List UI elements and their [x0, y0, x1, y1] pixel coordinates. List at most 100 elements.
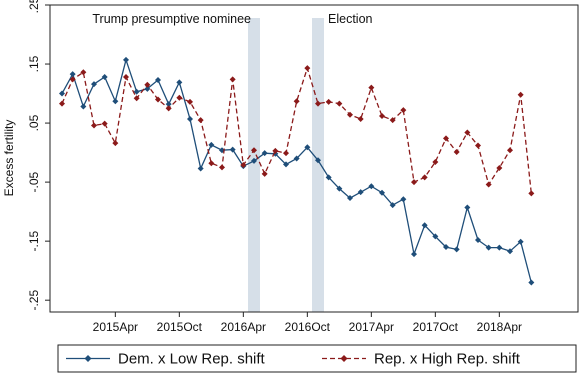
legend-label-2: Rep. x High Rep. shift	[374, 351, 521, 368]
series-point	[347, 195, 353, 202]
series-point	[261, 170, 268, 177]
series-point	[517, 238, 524, 245]
x-axis: 2015Apr 2015Oct 2016Apr 2016Oct 2017Apr 2017O…	[93, 312, 522, 334]
series-point	[197, 165, 204, 172]
series-point	[229, 76, 236, 83]
series-point	[91, 122, 97, 129]
y-tick-label: -.15	[27, 230, 41, 251]
series-point	[528, 279, 535, 286]
series-point	[336, 100, 343, 107]
series-point	[293, 98, 300, 105]
x-tick-label: 2016Oct	[285, 320, 331, 334]
y-tick-label: .25	[27, 0, 41, 13]
series-point	[155, 96, 161, 103]
series-point	[464, 129, 471, 136]
series-point	[528, 190, 535, 197]
series-point	[112, 140, 119, 147]
series-point	[304, 65, 311, 72]
y-tick-label: -.05	[27, 171, 41, 192]
series-point	[80, 103, 87, 110]
series-point	[517, 91, 524, 98]
series-layer	[59, 56, 535, 286]
series-point	[357, 115, 364, 122]
series-point	[507, 248, 513, 255]
series-point	[165, 105, 172, 112]
series-point	[123, 74, 129, 81]
series-point	[368, 84, 375, 91]
series-point	[293, 155, 300, 162]
series-line-2	[61, 66, 532, 194]
y-tick-label: .05	[27, 114, 41, 131]
series-point	[283, 161, 289, 168]
x-tick-label: 2017Oct	[413, 320, 459, 334]
series-point	[400, 107, 407, 114]
series-point	[59, 90, 65, 97]
series-point	[325, 98, 332, 105]
series-point	[176, 79, 183, 86]
series-point	[432, 159, 439, 166]
y-axis-title: Excess fertility	[2, 120, 16, 197]
series-point	[229, 146, 236, 153]
series-point	[80, 69, 87, 76]
series-point	[453, 149, 460, 156]
series-point	[389, 117, 396, 124]
series-point	[421, 222, 428, 229]
series-point	[208, 141, 215, 148]
series-point	[368, 183, 375, 190]
series-point	[453, 246, 460, 253]
series-point	[123, 56, 129, 63]
series-point	[421, 174, 428, 181]
series-point	[304, 144, 311, 151]
series-point	[411, 251, 417, 258]
series-point	[347, 111, 353, 118]
series-point	[475, 236, 481, 243]
x-tick-label: 2017Apr	[349, 320, 394, 334]
series-point	[208, 160, 215, 167]
series-point	[400, 196, 407, 203]
series-point	[379, 189, 385, 196]
series-point	[69, 71, 76, 78]
legend-marker-1	[84, 355, 92, 362]
series-point	[165, 101, 172, 108]
series-point	[475, 142, 481, 149]
event-annotations: Trump presumptive nominee Election	[92, 12, 372, 26]
series-point	[272, 147, 279, 154]
x-tick-label: 2016Apr	[221, 320, 266, 334]
series-point	[101, 120, 108, 127]
series-point	[496, 244, 503, 251]
series-point	[432, 233, 439, 240]
series-point	[315, 157, 321, 164]
series-point	[443, 244, 449, 251]
series-point	[69, 76, 76, 83]
series-point	[443, 135, 449, 142]
series-point	[133, 95, 140, 102]
series-point	[187, 115, 193, 122]
series-point	[485, 244, 492, 251]
annotation-label-1: Trump presumptive nominee	[92, 12, 251, 26]
x-tick-label: 2015Oct	[157, 320, 203, 334]
series-point	[197, 117, 204, 124]
series-point	[144, 85, 151, 92]
series-point	[219, 164, 225, 171]
plot-frame	[49, 4, 579, 313]
y-tick-label: .15	[27, 55, 41, 72]
series-point	[187, 98, 193, 105]
y-axis: .25 .15 .05 -.05 -.15 -.25	[27, 0, 50, 311]
series-point	[325, 174, 332, 181]
series-point	[496, 164, 503, 171]
series-point	[240, 161, 247, 168]
series-point	[251, 147, 257, 154]
series-point	[411, 179, 417, 186]
series-point	[176, 94, 183, 101]
legend-box	[57, 344, 577, 373]
event-band-1	[248, 18, 260, 312]
series-2	[59, 65, 535, 197]
series-point	[101, 74, 108, 81]
legend-items: Dem. x Low Rep. shift Rep. x High Rep. sh…	[66, 351, 521, 368]
series-point	[133, 88, 140, 95]
series-point	[464, 204, 471, 211]
series-point	[336, 185, 343, 192]
series-point	[315, 100, 321, 107]
